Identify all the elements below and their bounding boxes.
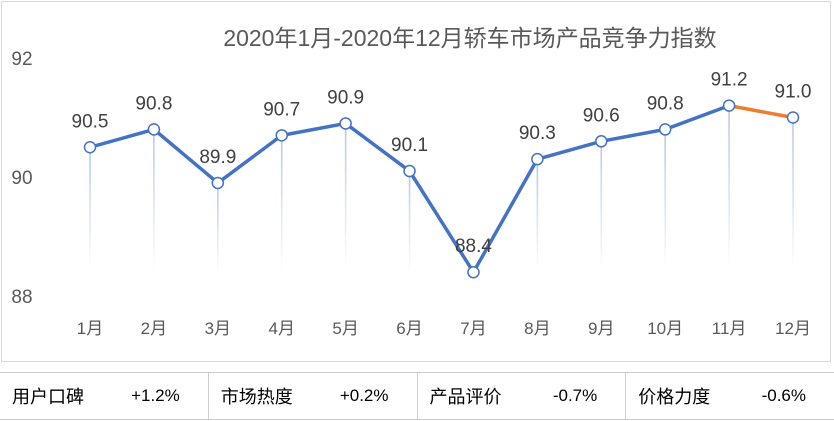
data-label: 90.8	[647, 93, 684, 114]
data-point	[467, 265, 480, 279]
data-label: 91.0	[775, 82, 812, 103]
drop-line	[728, 105, 730, 272]
x-tick-label: 5月	[332, 319, 358, 338]
x-tick-label: 6月	[396, 319, 422, 338]
drop-line	[280, 135, 283, 272]
drop-line	[600, 141, 603, 272]
y-tick-label: 90	[11, 168, 32, 189]
stat-label: 市场热度	[220, 387, 293, 407]
x-tick-label: 9月	[588, 319, 614, 338]
line-chart: 2020年1月-2020年12月轿车市场产品竞争力指数 88 90 92 90.5 90…	[11, 25, 812, 338]
line-segment	[599, 127, 667, 144]
y-tick-label: 88	[11, 287, 32, 308]
stat-value: -0.7%	[552, 386, 598, 405]
data-label: 90.8	[135, 93, 172, 114]
data-label: 90.1	[391, 135, 428, 156]
drop-line	[344, 123, 347, 272]
stat-market-heat: 市场热度 +0.2%	[209, 373, 418, 419]
x-tick-label: 11月	[712, 319, 747, 338]
drop-line	[664, 129, 666, 272]
x-tick-label: 8月	[524, 319, 550, 338]
x-tick-label: 12月	[775, 319, 811, 338]
data-label: 89.9	[199, 147, 236, 168]
stat-user-reputation: 用户口碑 +1.2%	[0, 373, 209, 419]
stat-label: 产品评价	[429, 387, 502, 407]
data-point	[339, 117, 352, 130]
data-point	[403, 164, 416, 178]
drop-line	[536, 159, 539, 272]
data-point	[211, 176, 225, 190]
stat-value: +1.2%	[131, 386, 180, 405]
stat-label: 用户口碑	[12, 387, 84, 407]
stat-value: -0.6%	[761, 386, 806, 405]
line-segment	[343, 121, 412, 173]
data-label: 90.5	[72, 111, 109, 132]
line-segment	[663, 103, 731, 132]
line-segment	[279, 121, 348, 138]
drop-line	[792, 117, 794, 272]
data-label: 91.2	[711, 70, 748, 91]
data-point	[275, 129, 288, 142]
stat-product-rating: 产品评价 -0.7%	[418, 373, 627, 419]
data-label: 90.7	[263, 99, 300, 120]
data-label: 90.3	[519, 123, 556, 144]
x-tick-label: 10月	[647, 319, 683, 338]
data-label: 90.6	[583, 105, 620, 126]
stats-bar: 用户口碑 +1.2% 市场热度 +0.2% 产品评价 -0.7% 价格力度 -0.6%	[0, 372, 834, 420]
line-segment	[471, 157, 540, 274]
data-point	[722, 99, 736, 112]
x-tick-label: 2月	[141, 319, 167, 338]
x-tick-label: 4月	[268, 319, 294, 338]
x-tick-label: 1月	[77, 319, 103, 338]
drop-line	[153, 129, 155, 272]
stat-price-strength: 价格力度 -0.6%	[626, 373, 834, 419]
data-point	[786, 111, 800, 124]
data-label: 90.9	[327, 87, 364, 108]
line-segment	[535, 139, 604, 161]
stat-value: +0.2%	[339, 386, 389, 405]
data-point	[595, 135, 608, 148]
x-tick-label: 7月	[460, 319, 486, 338]
chart-title: 2020年1月-2020年12月轿车市场产品竞争力指数	[223, 25, 716, 51]
data-point	[658, 123, 672, 136]
line-segment	[407, 169, 476, 274]
chart-frame	[1, 1, 831, 362]
data-label: 88.4	[455, 236, 492, 257]
data-point	[83, 141, 97, 154]
drop-line	[408, 171, 411, 272]
drop-line	[217, 182, 219, 272]
line-segment	[88, 127, 156, 149]
data-point	[531, 152, 544, 166]
x-tick-label: 3月	[205, 319, 231, 338]
stat-label: 价格力度	[638, 387, 711, 407]
line-segment	[152, 127, 220, 185]
drop-line	[89, 147, 91, 272]
line-segment-highlight	[727, 103, 795, 120]
data-point	[147, 123, 161, 136]
y-tick-label: 92	[11, 49, 32, 70]
line-segment	[216, 133, 284, 185]
